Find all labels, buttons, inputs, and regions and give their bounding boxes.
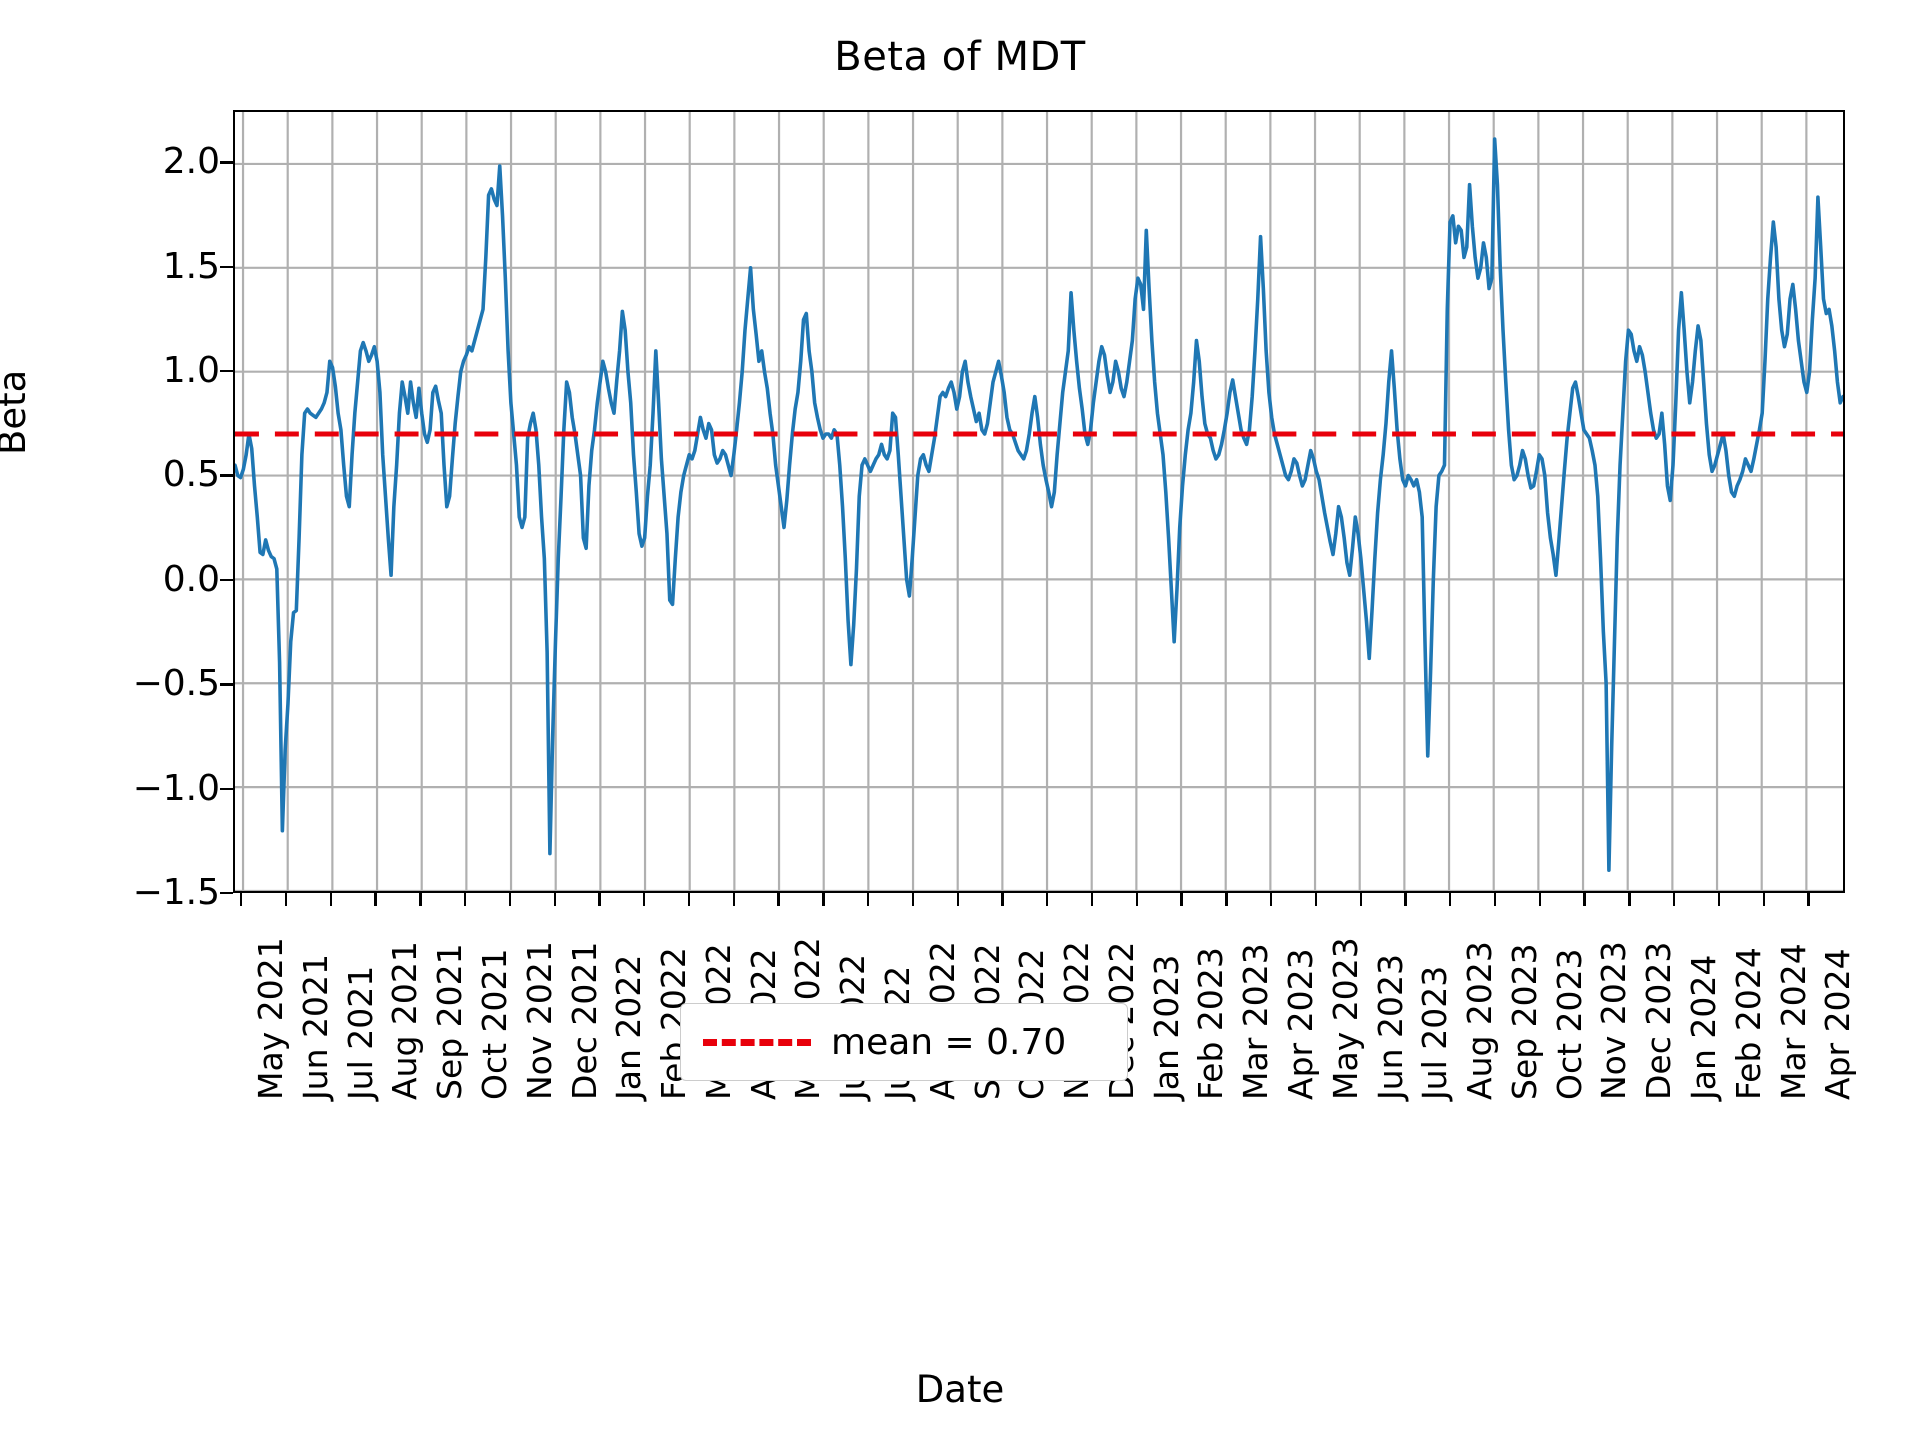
- x-axis-tick-label: Nov 2021: [519, 941, 559, 1100]
- y-axis-tick-label: 0.0: [162, 558, 220, 600]
- x-axis-tick-label: Oct 2023: [1549, 948, 1589, 1100]
- x-axis-tick-mark: [1180, 893, 1183, 906]
- x-axis-tick-label: Mar 2024: [1773, 943, 1813, 1100]
- legend-swatch-mean-line: [703, 1038, 811, 1046]
- x-axis-tick-label: Jul 2021: [340, 965, 380, 1100]
- x-axis-tick-mark: [643, 893, 646, 906]
- x-axis-tick-label: Sep 2023: [1504, 943, 1544, 1100]
- vertical-gridlines: [241, 112, 1808, 891]
- x-axis-tick-label: Aug 2023: [1460, 941, 1500, 1100]
- x-axis-tick-mark: [1225, 893, 1228, 906]
- y-axis-tick-label: −1.5: [132, 872, 220, 913]
- y-axis-tick-mark: [220, 161, 233, 164]
- x-axis-tick-label: Mar 2023: [1236, 943, 1276, 1100]
- x-axis-tick-label: Dec 2023: [1639, 941, 1679, 1100]
- x-axis-tick-mark: [284, 893, 288, 906]
- x-axis-tick-label: Feb 2023: [1191, 947, 1231, 1100]
- y-axis-tick-label: 1.5: [162, 245, 220, 287]
- horizontal-gridlines: [235, 162, 1843, 891]
- y-axis-label: Beta: [0, 369, 34, 455]
- y-axis-tick-label: −0.5: [132, 663, 220, 705]
- y-axis-tick-mark: [220, 265, 233, 268]
- x-axis-tick-mark: [1314, 893, 1318, 906]
- x-axis-tick-mark: [1359, 893, 1362, 906]
- x-axis-tick-label: May 2021: [251, 937, 291, 1100]
- y-axis-tick-mark: [220, 370, 233, 373]
- x-axis-tick-label: Apr 2023: [1280, 948, 1320, 1100]
- y-axis-tick-label: −1.0: [132, 767, 220, 809]
- x-axis-tick-mark: [1404, 893, 1407, 906]
- x-axis-tick-mark: [687, 893, 691, 906]
- x-axis-tick-mark: [1269, 893, 1273, 906]
- plot-svg: [235, 112, 1843, 891]
- x-axis-tick-label: Sep 2021: [430, 943, 470, 1100]
- x-axis-tick-label: Jun 2023: [1370, 953, 1410, 1100]
- y-axis-tick-label: 1.0: [162, 350, 220, 391]
- x-axis-tick-label: Feb 2024: [1728, 947, 1768, 1100]
- x-axis-tick-mark: [866, 893, 870, 906]
- y-axis-tick-mark: [220, 683, 233, 686]
- plot-area: [233, 110, 1845, 893]
- x-axis-tick-mark: [822, 893, 825, 906]
- beta-series-line: [235, 137, 1843, 873]
- x-axis-tick-label: Jul 2023: [1415, 965, 1455, 1100]
- x-axis-tick-label: Nov 2023: [1594, 941, 1634, 1100]
- legend: mean = 0.70: [680, 1003, 1128, 1081]
- x-axis-tick-mark: [1628, 893, 1631, 906]
- x-axis-tick-mark: [329, 893, 332, 906]
- x-axis-tick-label: Jan 2023: [1146, 954, 1186, 1100]
- x-axis-tick-mark: [463, 893, 467, 906]
- x-axis-tick-label: May 2023: [1325, 937, 1365, 1100]
- y-axis-tick-mark: [220, 578, 233, 582]
- x-axis-tick-mark: [1717, 893, 1721, 906]
- x-axis-tick-mark: [1135, 893, 1138, 906]
- x-axis-tick-mark: [419, 893, 422, 906]
- x-axis-tick-mark: [956, 893, 959, 906]
- legend-label-mean: mean = 0.70: [831, 1021, 1067, 1063]
- x-axis-tick-label: Jun 2021: [295, 953, 335, 1100]
- x-axis-tick-mark: [1493, 893, 1497, 906]
- x-axis-tick-label: Apr 2024: [1818, 948, 1858, 1100]
- x-axis-tick-label: Oct 2021: [474, 948, 514, 1100]
- x-axis-tick-mark: [1672, 893, 1676, 906]
- x-axis-label: Date: [915, 1368, 1005, 1411]
- y-axis-tick-mark: [220, 892, 233, 895]
- x-axis-tick-label: Dec 2021: [564, 941, 604, 1100]
- x-axis-tick-mark: [1449, 893, 1452, 906]
- x-axis-tick-mark: [1001, 893, 1004, 906]
- y-axis-tick-label: 2.0: [162, 141, 220, 183]
- x-axis-tick-mark: [1583, 893, 1586, 906]
- x-axis-tick-mark: [374, 893, 377, 906]
- x-axis-tick-mark: [732, 893, 735, 906]
- y-axis-tick-mark: [220, 474, 233, 477]
- x-axis-tick-mark: [553, 893, 556, 906]
- x-axis-tick-mark: [777, 893, 780, 906]
- page-title: Beta of MDT: [834, 34, 1086, 80]
- x-axis-tick-mark: [240, 893, 243, 906]
- x-axis-tick-mark: [1090, 893, 1094, 906]
- y-axis-tick-label: 0.5: [162, 454, 220, 496]
- y-axis-tick-mark: [220, 787, 233, 790]
- x-axis-tick-mark: [1046, 893, 1049, 906]
- x-axis-tick-label: Jan 2024: [1683, 954, 1723, 1100]
- x-axis-tick-label: Jan 2022: [609, 954, 649, 1100]
- x-axis-tick-mark: [508, 893, 512, 906]
- x-axis-tick-mark: [1762, 893, 1765, 906]
- x-axis-tick-mark: [1538, 893, 1541, 906]
- x-axis-tick-mark: [1807, 893, 1810, 906]
- x-axis-tick-mark: [598, 893, 601, 906]
- x-axis-tick-label: Aug 2021: [385, 941, 425, 1100]
- x-axis-tick-mark: [911, 893, 915, 906]
